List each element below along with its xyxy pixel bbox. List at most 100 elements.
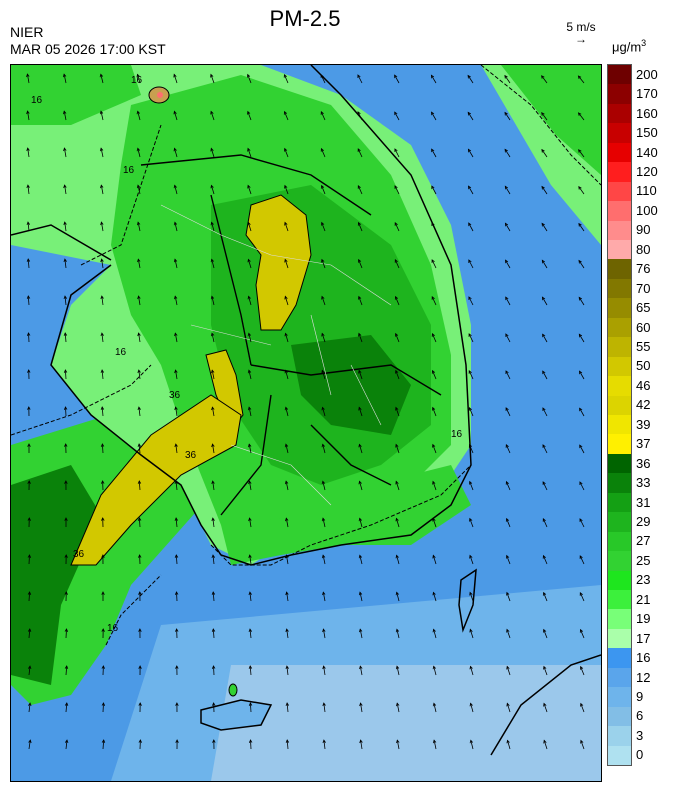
wind-arrow-head: [469, 702, 473, 707]
wind-arrow: [396, 555, 400, 565]
wind-arrow-head: [137, 480, 142, 484]
wind-arrow-head: [27, 554, 32, 558]
wind-arrow: [359, 666, 363, 676]
wind-arrow-head: [358, 258, 362, 263]
wind-arrow: [249, 592, 252, 602]
legend-swatch: [608, 142, 631, 163]
wind-arrow-head: [541, 111, 545, 116]
wind-arrow-head: [467, 111, 471, 116]
legend-swatch: [608, 551, 631, 572]
wind-arrow-head: [247, 332, 252, 337]
wind-arrow-head: [358, 295, 362, 300]
wind-arrow: [137, 74, 141, 84]
wind-arrow: [27, 185, 30, 195]
legend-label: 90: [636, 222, 651, 238]
wind-arrow-head: [431, 222, 435, 226]
wind-arrow-head: [175, 628, 179, 632]
wind-arrow-head: [26, 110, 30, 115]
wind-arrow: [395, 333, 400, 343]
wind-arrow-head: [283, 110, 288, 115]
wind-arrow-head: [320, 147, 324, 152]
wind-arrow-head: [506, 665, 510, 670]
contour-label: 16: [115, 347, 127, 358]
legend-swatch: [608, 745, 631, 766]
legend-label: 37: [636, 436, 651, 452]
wind-arrow-head: [247, 110, 251, 115]
wind-vector-field: [26, 73, 585, 750]
wind-arrow: [395, 444, 400, 454]
northwest-coastline: [11, 224, 112, 261]
wind-arrow-head: [247, 184, 251, 189]
wind-arrow: [137, 222, 141, 232]
wind-arrow-head: [211, 665, 216, 669]
pm25-concentration-map[interactable]: 16 36 36 36 16 16 16 16 16: [10, 64, 602, 782]
wind-arrow-head: [358, 443, 362, 448]
wind-arrow: [469, 407, 474, 417]
wind-arrow-icon: →: [575, 32, 587, 46]
wind-arrow-head: [322, 591, 326, 596]
wind-arrow: [248, 444, 252, 454]
wind-arrow-head: [321, 258, 325, 263]
wind-arrow-head: [580, 702, 584, 707]
wind-arrow-head: [579, 518, 583, 522]
wind-arrow-head: [543, 739, 547, 744]
wind-arrow-head: [174, 591, 179, 595]
wind-arrow-head: [578, 222, 582, 227]
legend-swatch: [608, 648, 631, 669]
wind-arrow: [360, 703, 363, 713]
wind-arrow-head: [27, 443, 31, 447]
wind-arrow-head: [248, 628, 253, 633]
wind-arrow: [506, 592, 511, 602]
wind-arrow-head: [99, 110, 104, 115]
wind-arrow-head: [138, 665, 142, 669]
wind-arrow: [137, 185, 141, 195]
legend-label: 36: [636, 455, 651, 471]
wind-arrow: [249, 665, 252, 676]
wind-arrow-head: [174, 369, 178, 374]
wind-arrow: [65, 406, 67, 417]
wind-arrow-head: [64, 554, 68, 558]
wind-arrow: [28, 332, 30, 343]
wind-arrow-head: [321, 443, 325, 448]
wind-arrow-head: [468, 369, 472, 374]
wind-arrow-head: [468, 443, 473, 448]
wind-arrow: [431, 222, 437, 232]
wind-arrow: [433, 666, 437, 676]
legend-swatch: [608, 278, 631, 299]
wind-arrow: [578, 75, 585, 84]
wind-arrow: [322, 481, 326, 491]
legend-label: 29: [636, 513, 651, 529]
wind-arrow-head: [468, 259, 472, 263]
wind-arrow: [394, 185, 400, 195]
wind-arrow: [469, 592, 474, 602]
legend-label: 31: [636, 494, 651, 510]
color-legend-bar: [607, 64, 632, 766]
wind-arrow: [360, 740, 363, 750]
legend-label: 33: [636, 475, 651, 491]
wind-arrow-head: [431, 332, 435, 337]
wind-arrow-head: [431, 185, 435, 190]
wind-arrow-head: [541, 75, 545, 79]
wind-arrow: [28, 666, 31, 676]
wind-arrow-head: [64, 739, 69, 744]
wind-arrow-head: [137, 369, 141, 374]
legend-label: 160: [636, 105, 658, 121]
legend-label: 80: [636, 241, 651, 257]
wind-arrow-head: [395, 554, 399, 559]
wind-arrow-head: [542, 591, 547, 596]
wind-arrow-head: [64, 591, 68, 595]
wind-arrow-head: [469, 480, 473, 485]
wind-arrow: [247, 74, 252, 84]
wind-arrow: [174, 111, 178, 121]
wind-arrow-head: [100, 258, 104, 263]
wind-arrow-head: [248, 480, 252, 485]
wind-arrow: [174, 333, 178, 343]
wind-arrow-head: [247, 369, 252, 374]
wind-arrow: [285, 518, 289, 528]
wind-arrow: [322, 407, 326, 417]
wind-arrow-head: [469, 739, 474, 744]
wind-arrow-head: [321, 406, 325, 411]
wind-arrow: [467, 75, 474, 84]
wind-arrow: [579, 481, 585, 491]
wind-arrow: [468, 370, 474, 380]
